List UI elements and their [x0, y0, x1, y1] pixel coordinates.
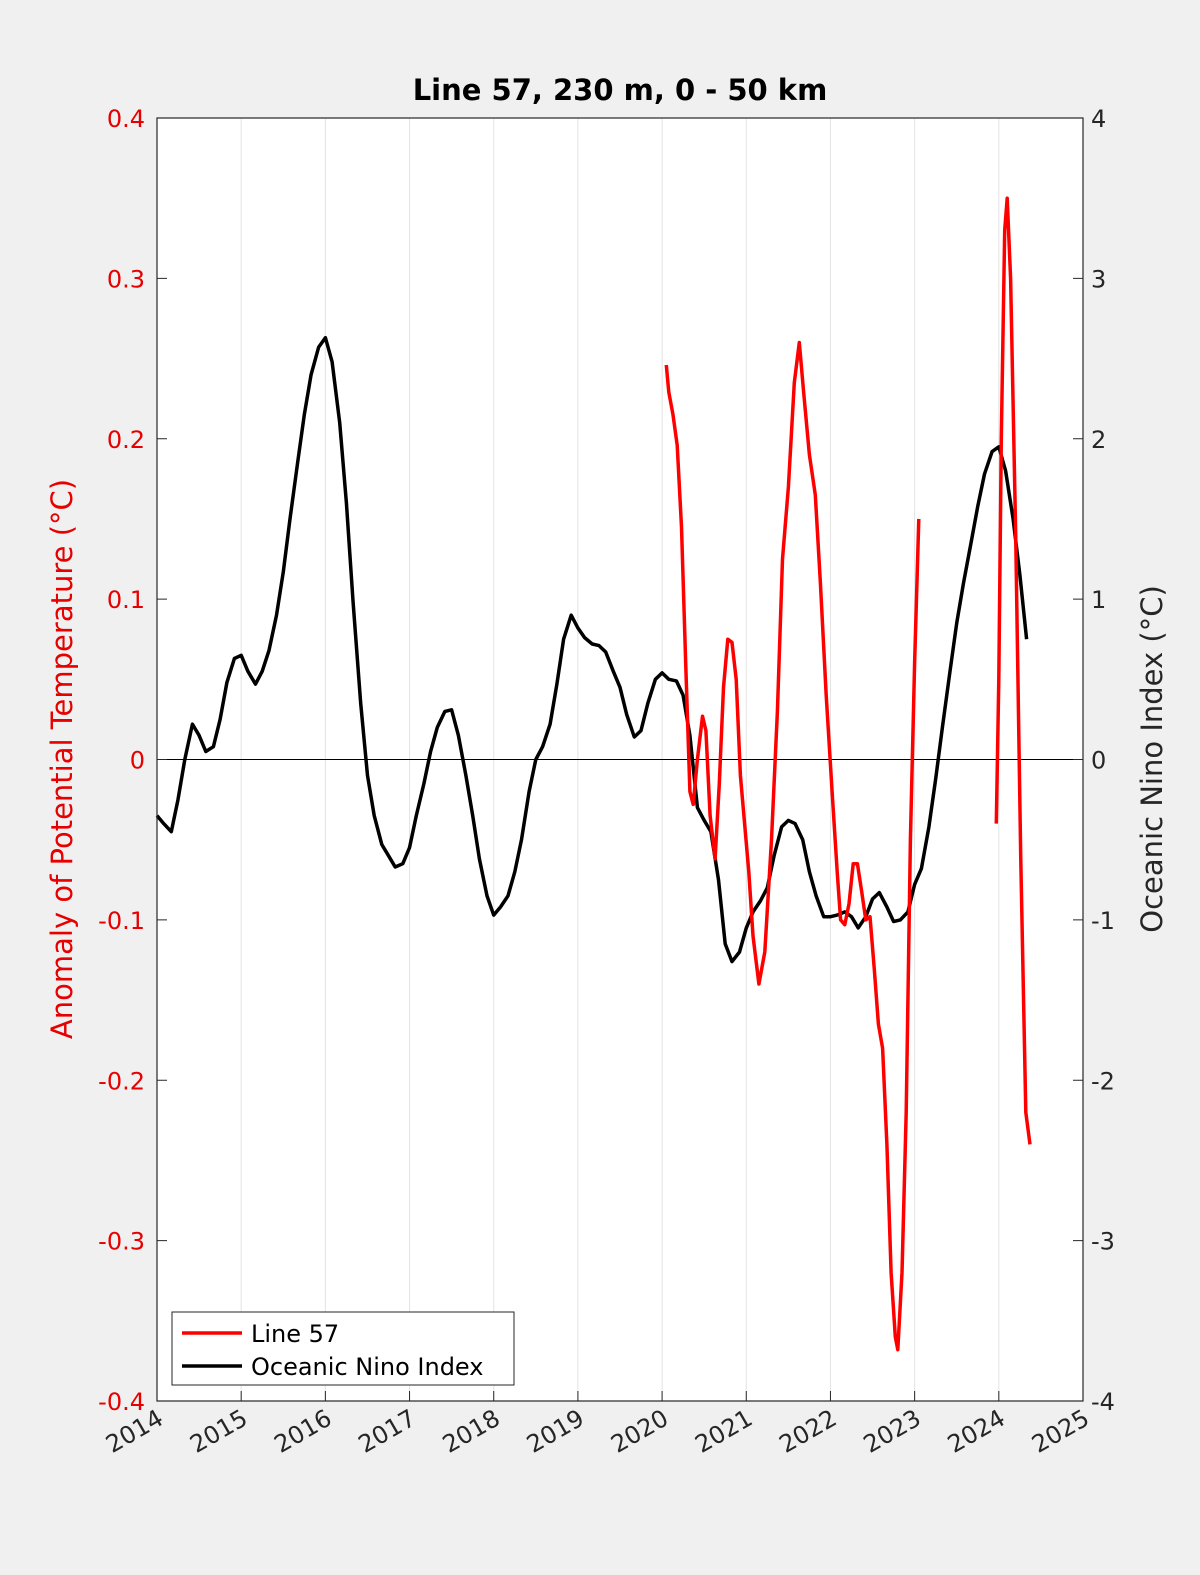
y-right-tick-label: 2: [1091, 426, 1106, 454]
y-left-tick-label: 0.3: [107, 265, 145, 293]
y-axis-label-left: Anomaly of Potential Temperature (°C): [45, 479, 79, 1039]
x-tick-label: 2016: [269, 1404, 336, 1459]
y-right-tick-label: -3: [1091, 1228, 1115, 1256]
y-right-tick-label: 3: [1091, 265, 1106, 293]
y-right-tick-label: -4: [1091, 1388, 1115, 1416]
series-line-line57-segment-1: [664, 340, 921, 1352]
x-tick-label: 2020: [606, 1404, 673, 1459]
y-left-tick-label: -0.1: [98, 907, 145, 935]
chart-title: Line 57, 230 m, 0 - 50 km: [413, 73, 828, 107]
legend-label-oni: Oceanic Nino Index: [251, 1353, 483, 1381]
x-tick-label: 2025: [1027, 1404, 1094, 1459]
x-tick-label: 2017: [354, 1404, 421, 1459]
x-tick-label: 2023: [859, 1404, 926, 1459]
y-left-tick-label: -0.3: [98, 1228, 145, 1256]
x-tick-label: 2024: [943, 1404, 1010, 1459]
series-line-line57-segment-2: [994, 196, 1032, 1145]
legend-label-line57: Line 57: [251, 1320, 339, 1348]
series-layer: [155, 196, 1032, 1352]
x-tick-label: 2015: [185, 1404, 252, 1459]
y-left-tick-label: 0.4: [107, 105, 145, 133]
y-right-tick-label: -2: [1091, 1067, 1115, 1095]
y-left-tick-label: -0.2: [98, 1067, 145, 1095]
legend-box: [171, 1311, 515, 1386]
y-left-tick-label: -0.4: [98, 1388, 145, 1416]
x-tick-label: 2022: [775, 1404, 842, 1459]
x-tick-label: 2018: [438, 1404, 505, 1459]
y-right-tick-label: 4: [1091, 105, 1106, 133]
y-left-tick-label: 0.1: [107, 586, 145, 614]
legend: Line 57 Oceanic Nino Index: [171, 1311, 515, 1386]
x-tick-label: 2019: [522, 1404, 589, 1459]
y-axis-label-right: Oceanic Nino Index (°C): [1135, 585, 1169, 933]
y-right-tick-label: -1: [1091, 907, 1115, 935]
x-tick-label: 2021: [690, 1404, 757, 1459]
y-left-tick-label: 0: [130, 747, 145, 775]
y-right-tick-label: 1: [1091, 586, 1106, 614]
y-left-tick-label: 0.2: [107, 426, 145, 454]
series-line-oni: [155, 335, 1029, 964]
y-right-tick-label: 0: [1091, 747, 1106, 775]
